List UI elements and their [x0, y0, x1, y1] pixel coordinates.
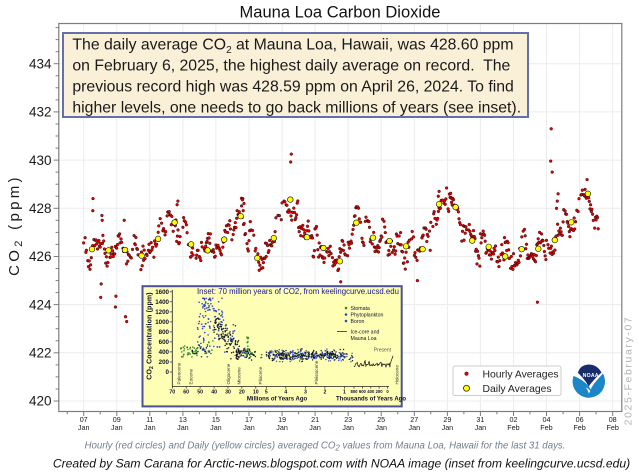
svg-text:432: 432 — [29, 105, 52, 120]
svg-text:50: 50 — [197, 390, 203, 396]
svg-text:70: 70 — [169, 390, 175, 396]
svg-text:06: 06 — [576, 415, 584, 424]
svg-text:40: 40 — [211, 390, 217, 396]
svg-text:1200: 1200 — [155, 309, 169, 316]
svg-text:1: 1 — [343, 390, 346, 396]
svg-text:Jan: Jan — [342, 423, 354, 432]
svg-text:Thousands of Years Ago: Thousands of Years Ago — [336, 397, 406, 403]
svg-text:Jan: Jan — [475, 423, 487, 432]
svg-text:430: 430 — [29, 153, 52, 168]
svg-text:Millions of Years Ago: Millions of Years Ago — [247, 397, 308, 403]
svg-text:higher levels, one needs to go: higher levels, one needs to go back mill… — [72, 100, 521, 117]
svg-text:Pliocene: Pliocene — [258, 366, 263, 384]
svg-text:5: 5 — [265, 390, 268, 396]
svg-text:Feb: Feb — [607, 423, 619, 432]
svg-text:600: 600 — [159, 339, 170, 346]
svg-text:Miocene: Miocene — [237, 367, 242, 385]
svg-text:424: 424 — [29, 297, 52, 312]
svg-text:434: 434 — [29, 56, 52, 71]
svg-text:3: 3 — [304, 390, 307, 396]
svg-text:21: 21 — [311, 415, 319, 424]
svg-text:Phytoplankton: Phytoplankton — [351, 313, 384, 319]
svg-text:19: 19 — [278, 415, 286, 424]
svg-text:02: 02 — [510, 415, 518, 424]
svg-text:Jan: Jan — [177, 423, 189, 432]
svg-text:23: 23 — [344, 415, 352, 424]
svg-text:1000: 1000 — [155, 319, 169, 326]
svg-text:25: 25 — [377, 415, 385, 424]
svg-text:422: 422 — [29, 346, 52, 361]
svg-text:Stomata: Stomata — [351, 306, 370, 312]
svg-text:Holocene: Holocene — [395, 365, 400, 385]
svg-text:CO2 Concentration (ppm): CO2 Concentration (ppm) — [147, 292, 156, 380]
svg-text:NOAA: NOAA — [583, 373, 599, 379]
svg-text:Jan: Jan — [144, 423, 156, 432]
svg-text:200: 200 — [376, 389, 384, 394]
svg-text:Jan: Jan — [375, 423, 387, 432]
svg-text:Paleocene: Paleocene — [177, 362, 182, 384]
svg-text:Daily Averages: Daily Averages — [483, 384, 552, 395]
svg-text:600: 600 — [359, 389, 367, 394]
svg-text:800: 800 — [159, 329, 170, 336]
svg-text:Jan: Jan — [78, 423, 90, 432]
svg-text:08: 08 — [609, 415, 617, 424]
svg-text:Mauna Loa: Mauna Loa — [351, 336, 377, 342]
svg-text:Jan: Jan — [243, 423, 255, 432]
svg-text:Feb: Feb — [540, 423, 552, 432]
svg-text:Jan: Jan — [111, 423, 123, 432]
svg-text:Jan: Jan — [309, 423, 321, 432]
svg-text:Jan: Jan — [442, 423, 454, 432]
svg-text:17: 17 — [245, 415, 253, 424]
svg-text:426: 426 — [29, 249, 52, 264]
svg-text:13: 13 — [179, 415, 187, 424]
svg-text:428: 428 — [29, 201, 52, 216]
svg-text:Hourly Averages: Hourly Averages — [483, 370, 559, 381]
svg-text:27: 27 — [410, 415, 418, 424]
svg-text:Oligocene: Oligocene — [226, 363, 231, 384]
svg-text:30: 30 — [225, 390, 231, 396]
svg-text:0: 0 — [166, 369, 170, 376]
svg-text:Mauna Loa Carbon Dioxide: Mauna Loa Carbon Dioxide — [240, 4, 441, 22]
svg-text:Boron: Boron — [351, 319, 365, 325]
svg-text:on February 6, 2025, the highe: on February 6, 2025, the highest daily a… — [72, 58, 510, 75]
svg-text:4: 4 — [284, 390, 287, 396]
svg-text:Present: Present — [374, 348, 392, 354]
svg-text:1400: 1400 — [155, 299, 169, 306]
svg-text:04: 04 — [543, 415, 551, 424]
svg-text:420: 420 — [29, 394, 52, 409]
svg-text:0: 0 — [386, 389, 389, 394]
svg-text:CO2 (ppm): CO2 (ppm) — [6, 174, 25, 276]
svg-text:Inset: 70 million years of CO2: Inset: 70 million years of CO2, from kee… — [197, 287, 399, 296]
svg-text:31: 31 — [476, 415, 484, 424]
svg-text:400: 400 — [159, 349, 170, 356]
svg-text:07: 07 — [80, 415, 88, 424]
svg-text:10: 10 — [253, 390, 259, 396]
svg-text:1600: 1600 — [155, 289, 169, 296]
svg-text:Feb: Feb — [507, 423, 519, 432]
svg-text:Jan: Jan — [210, 423, 222, 432]
svg-text:Eocene: Eocene — [189, 368, 194, 384]
svg-text:60: 60 — [183, 390, 189, 396]
svg-text:2025-February-07: 2025-February-07 — [623, 316, 635, 426]
svg-text:Jan: Jan — [276, 423, 288, 432]
svg-text:Pleistocene: Pleistocene — [314, 360, 319, 384]
svg-text:Hourly (red circles) and Daily: Hourly (red circles) and Daily (yellow c… — [85, 441, 566, 453]
svg-text:800: 800 — [351, 389, 359, 394]
svg-text:2: 2 — [323, 390, 326, 396]
svg-text:Created by Sam Carana for Arct: Created by Sam Carana for Arctic-news.bl… — [53, 457, 630, 471]
svg-text:11: 11 — [146, 415, 153, 424]
svg-text:09: 09 — [113, 415, 121, 424]
svg-text:15: 15 — [212, 415, 220, 424]
svg-text:200: 200 — [159, 359, 170, 366]
svg-text:The daily average CO2 at Mauna: The daily average CO2 at Mauna Loa, Hawa… — [72, 37, 513, 57]
svg-text:20: 20 — [239, 390, 245, 396]
svg-text:Feb: Feb — [573, 423, 585, 432]
svg-text:Ice-core and: Ice-core and — [351, 330, 380, 336]
svg-text:29: 29 — [443, 415, 451, 424]
svg-text:Jan: Jan — [409, 423, 421, 432]
svg-text:400: 400 — [367, 389, 375, 394]
svg-text:previous record high was 428.5: previous record high was 428.59 ppm on A… — [72, 79, 513, 96]
